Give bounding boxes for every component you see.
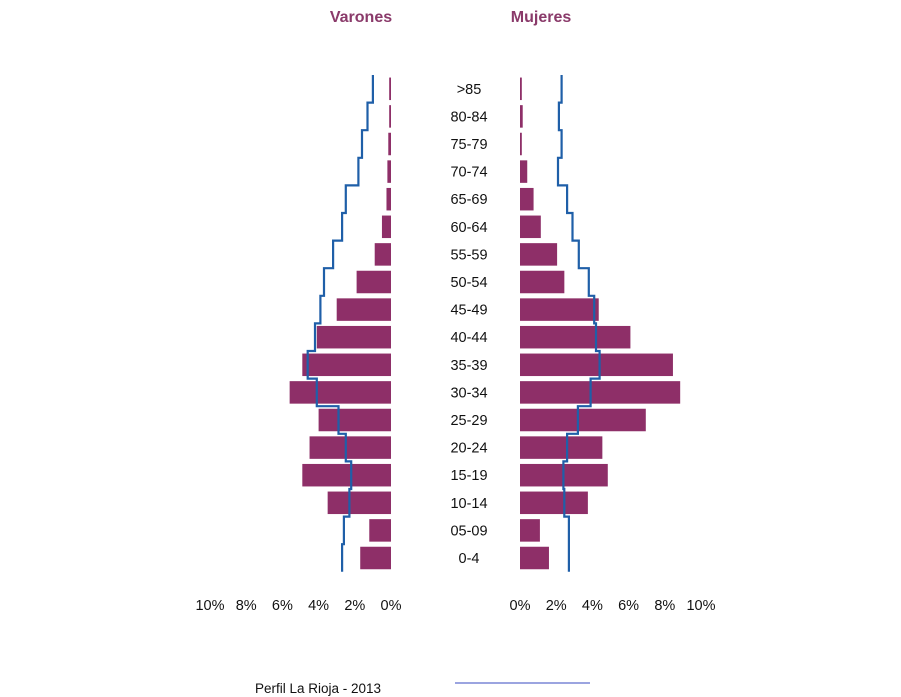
bar-left->85 xyxy=(389,77,391,101)
header-left: Varones xyxy=(330,9,392,26)
bar-left-0-4 xyxy=(360,546,391,570)
tick-left-4%: 4% xyxy=(308,598,329,614)
bars-right-group xyxy=(520,77,681,570)
age-label-0-4: 0-4 xyxy=(459,551,480,567)
bar-right-10-14 xyxy=(520,491,588,515)
bar-right-35-39 xyxy=(520,353,673,377)
tick-left-8%: 8% xyxy=(236,598,257,614)
legend-label: Perfil La Rioja - 2013 xyxy=(255,681,381,696)
tick-right-2%: 2% xyxy=(546,598,567,614)
bar-right-75-79 xyxy=(520,132,522,156)
age-label-05-09: 05-09 xyxy=(450,523,487,539)
bar-left-10-14 xyxy=(327,491,391,515)
bar-left-25-29 xyxy=(318,408,391,432)
bar-left-05-09 xyxy=(369,519,391,542)
age-label-15-19: 15-19 xyxy=(450,468,487,484)
tick-left-0%: 0% xyxy=(381,598,402,614)
bar-left-80-84 xyxy=(389,105,391,128)
bar-left-35-39 xyxy=(302,353,391,377)
bar-right-40-44 xyxy=(520,325,631,349)
bar-right->85 xyxy=(520,77,522,101)
bar-right-65-69 xyxy=(520,187,534,211)
bar-left-50-54 xyxy=(356,270,391,294)
age-label-60-64: 60-64 xyxy=(450,220,487,236)
header-right: Mujeres xyxy=(511,9,572,26)
bar-right-20-24 xyxy=(520,436,603,459)
age-label-25-29: 25-29 xyxy=(450,413,487,429)
bar-right-25-29 xyxy=(520,408,646,432)
bar-right-45-49 xyxy=(520,298,599,321)
age-label-45-49: 45-49 xyxy=(450,303,487,319)
tick-left-2%: 2% xyxy=(344,598,365,614)
tick-right-4%: 4% xyxy=(582,598,603,614)
profile-line-left xyxy=(306,75,374,572)
bar-right-30-34 xyxy=(520,381,681,404)
age-labels-group: >85 80-84 75-79 70-74 65-69 60-64 55-59 50-54 45… xyxy=(450,82,487,567)
bar-left-55-59 xyxy=(374,243,391,266)
tick-right-8%: 8% xyxy=(654,598,675,614)
age-label-10-14: 10-14 xyxy=(450,496,487,512)
bar-right-0-4 xyxy=(520,546,549,570)
age-label-80-84: 80-84 xyxy=(450,109,487,125)
bar-left-45-49 xyxy=(336,298,391,321)
age-label->85: >85 xyxy=(457,82,482,98)
bar-left-60-64 xyxy=(381,215,391,239)
tick-left-10%: 10% xyxy=(195,598,224,614)
age-label-70-74: 70-74 xyxy=(450,165,487,181)
bar-left-40-44 xyxy=(316,325,391,349)
bar-right-60-64 xyxy=(520,215,541,239)
bars-left-group xyxy=(289,77,391,570)
bar-right-50-54 xyxy=(520,270,565,294)
bar-left-30-34 xyxy=(289,381,391,404)
age-label-65-69: 65-69 xyxy=(450,192,487,208)
bar-left-20-24 xyxy=(309,436,391,459)
age-label-35-39: 35-39 xyxy=(450,358,487,374)
profile-line-right xyxy=(556,75,601,572)
bar-right-70-74 xyxy=(520,160,528,183)
bar-right-80-84 xyxy=(520,105,523,128)
legend: Perfil La Rioja - 2013 xyxy=(255,681,590,696)
age-label-20-24: 20-24 xyxy=(450,441,487,457)
age-label-30-34: 30-34 xyxy=(450,385,487,401)
bar-left-15-19 xyxy=(302,463,391,487)
age-label-75-79: 75-79 xyxy=(450,137,487,153)
age-label-40-44: 40-44 xyxy=(450,330,487,346)
bar-right-55-59 xyxy=(520,243,558,266)
age-label-55-59: 55-59 xyxy=(450,247,487,263)
tick-right-10%: 10% xyxy=(686,598,715,614)
tick-right-0%: 0% xyxy=(510,598,531,614)
bar-left-75-79 xyxy=(388,132,391,156)
tick-right-6%: 6% xyxy=(618,598,639,614)
bar-left-65-69 xyxy=(386,187,391,211)
bar-right-05-09 xyxy=(520,519,540,542)
bar-left-70-74 xyxy=(387,160,391,183)
age-label-50-54: 50-54 xyxy=(450,275,487,291)
profile-lines-group xyxy=(306,75,601,572)
x-tick-labels-group: 10% 8% 6% 4% 2% 0% 0% 2% 4% 6% 8% 10% xyxy=(195,598,715,614)
tick-left-6%: 6% xyxy=(272,598,293,614)
